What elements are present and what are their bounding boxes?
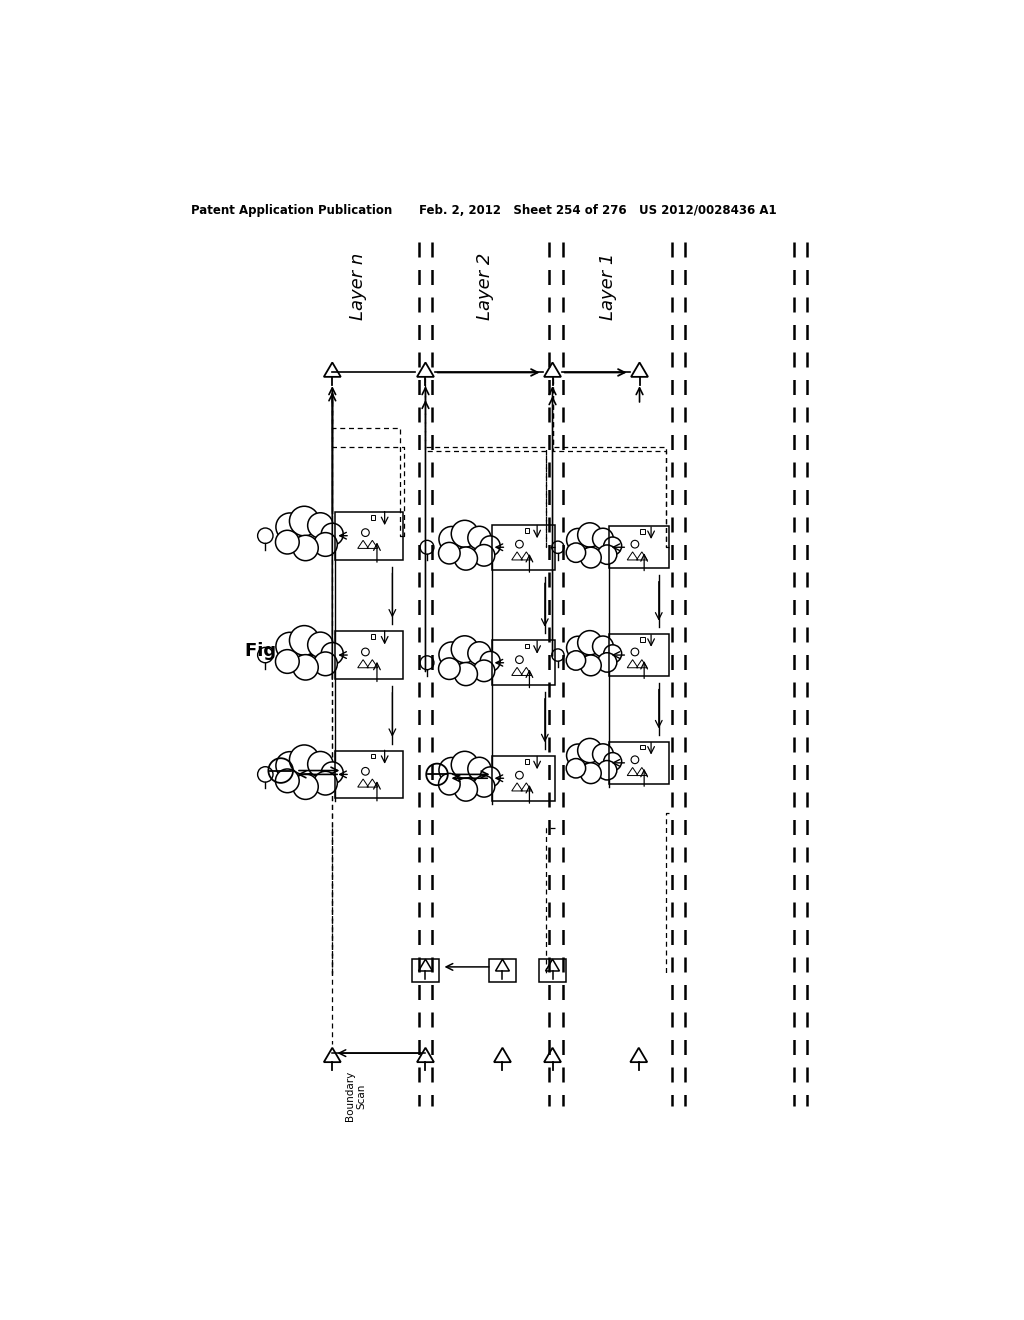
Circle shape xyxy=(275,751,304,780)
Bar xyxy=(492,756,555,800)
Circle shape xyxy=(578,738,602,763)
Circle shape xyxy=(307,632,333,657)
Bar xyxy=(640,529,645,533)
Circle shape xyxy=(581,655,601,676)
Bar xyxy=(524,528,529,533)
Bar xyxy=(640,638,645,642)
Circle shape xyxy=(578,523,602,546)
Circle shape xyxy=(597,545,616,565)
Bar xyxy=(524,759,529,763)
Circle shape xyxy=(290,507,319,536)
Circle shape xyxy=(275,649,299,673)
Bar xyxy=(336,631,403,678)
Circle shape xyxy=(597,760,616,780)
Circle shape xyxy=(439,758,464,783)
Bar xyxy=(371,515,376,520)
Circle shape xyxy=(293,774,318,800)
Circle shape xyxy=(307,751,333,777)
Circle shape xyxy=(290,744,319,775)
Text: Layer 2: Layer 2 xyxy=(476,252,494,321)
Circle shape xyxy=(322,643,343,664)
Circle shape xyxy=(566,744,590,767)
Circle shape xyxy=(480,536,500,556)
Circle shape xyxy=(439,642,464,668)
Bar xyxy=(539,960,566,982)
Circle shape xyxy=(322,762,343,784)
Circle shape xyxy=(566,543,586,562)
Circle shape xyxy=(293,536,318,561)
Circle shape xyxy=(468,642,490,665)
Circle shape xyxy=(473,660,495,681)
Circle shape xyxy=(593,636,613,657)
Circle shape xyxy=(593,744,613,764)
Circle shape xyxy=(275,770,299,793)
Circle shape xyxy=(566,651,586,671)
Circle shape xyxy=(455,777,477,801)
Circle shape xyxy=(438,774,460,795)
Circle shape xyxy=(438,543,460,564)
Circle shape xyxy=(275,513,304,541)
Bar xyxy=(412,960,439,982)
Text: Layer 1: Layer 1 xyxy=(599,252,616,321)
Circle shape xyxy=(307,512,333,539)
Bar xyxy=(608,634,669,676)
Bar xyxy=(336,751,403,799)
Circle shape xyxy=(439,527,464,552)
Text: Fig 86B: Fig 86B xyxy=(245,643,321,660)
Circle shape xyxy=(473,545,495,566)
Circle shape xyxy=(593,528,613,549)
Bar xyxy=(488,960,516,982)
Circle shape xyxy=(275,531,299,554)
Bar xyxy=(524,644,529,648)
Circle shape xyxy=(604,537,622,554)
Circle shape xyxy=(452,520,478,548)
Bar xyxy=(371,635,376,639)
Circle shape xyxy=(293,655,318,680)
Circle shape xyxy=(455,663,477,685)
Circle shape xyxy=(313,652,337,676)
Circle shape xyxy=(452,636,478,663)
Circle shape xyxy=(438,657,460,680)
Circle shape xyxy=(604,644,622,663)
Circle shape xyxy=(604,752,622,771)
Circle shape xyxy=(566,528,590,552)
Bar xyxy=(492,525,555,570)
Circle shape xyxy=(455,546,477,570)
Circle shape xyxy=(322,523,343,545)
Circle shape xyxy=(480,651,500,672)
Circle shape xyxy=(468,527,490,549)
Text: Feb. 2, 2012   Sheet 254 of 276   US 2012/0028436 A1: Feb. 2, 2012 Sheet 254 of 276 US 2012/00… xyxy=(419,205,777,218)
Bar xyxy=(608,527,669,569)
Circle shape xyxy=(566,636,590,659)
Bar xyxy=(492,640,555,685)
Circle shape xyxy=(578,631,602,655)
Circle shape xyxy=(597,653,616,672)
Circle shape xyxy=(581,548,601,568)
Circle shape xyxy=(313,771,337,795)
Circle shape xyxy=(468,758,490,780)
Circle shape xyxy=(480,767,500,787)
Circle shape xyxy=(290,626,319,655)
Circle shape xyxy=(473,776,495,797)
Text: Layer n: Layer n xyxy=(349,253,367,321)
Bar xyxy=(608,742,669,784)
Circle shape xyxy=(566,759,586,777)
Bar xyxy=(371,754,376,758)
Circle shape xyxy=(581,763,601,784)
Text: Boundary
Scan: Boundary Scan xyxy=(345,1071,367,1121)
Bar xyxy=(336,512,403,560)
Bar xyxy=(640,744,645,750)
Circle shape xyxy=(452,751,478,779)
Text: Patent Application Publication: Patent Application Publication xyxy=(190,205,392,218)
Circle shape xyxy=(313,533,337,556)
Circle shape xyxy=(275,632,304,660)
